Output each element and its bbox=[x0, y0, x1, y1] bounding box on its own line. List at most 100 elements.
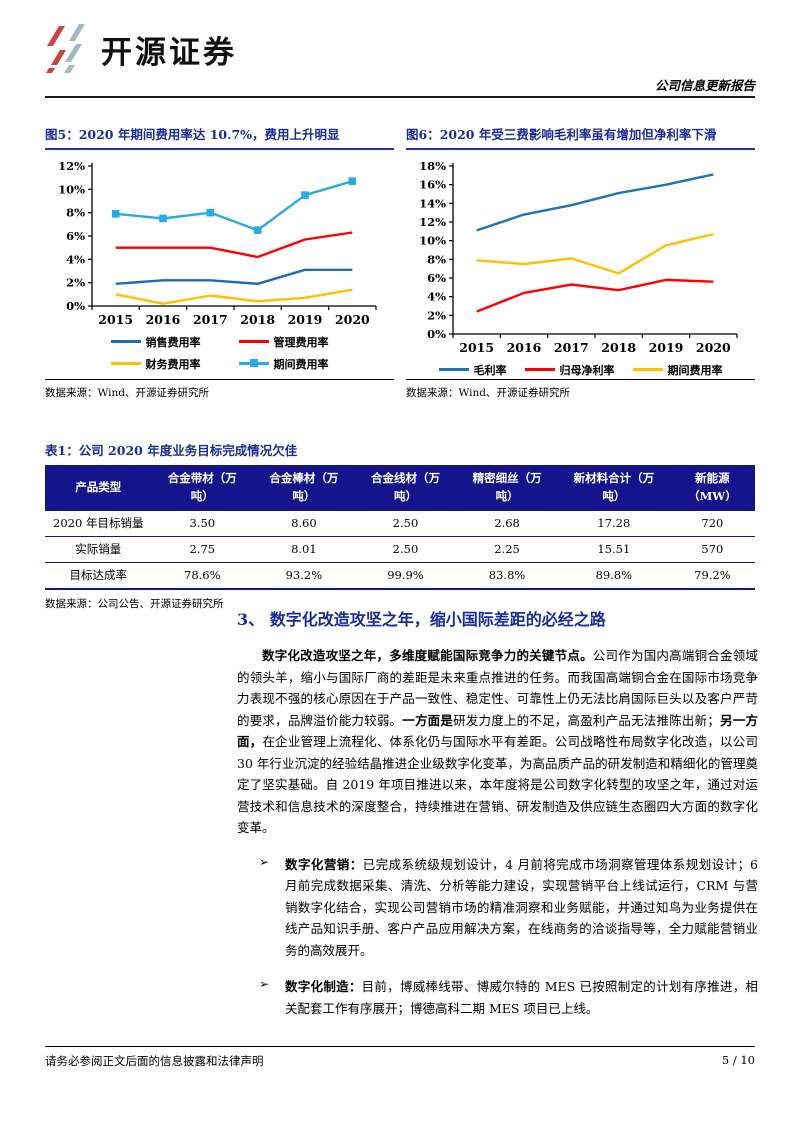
table-row: 目标达成率 78.6% 93.2% 99.9% 83.8% 89.8% 79.2% bbox=[45, 562, 755, 590]
legend-label: 归母净利率 bbox=[559, 363, 615, 377]
legend-item: 期间费用率 bbox=[632, 362, 723, 378]
x-tick-label: 2016 bbox=[145, 312, 180, 327]
table-cell: 2020 年目标销量 bbox=[45, 510, 152, 537]
series-marker bbox=[111, 209, 119, 218]
series-line bbox=[476, 232, 714, 275]
arrow-bullet-icon: ➢ bbox=[259, 854, 270, 869]
brand-name: 开源证券 bbox=[101, 34, 237, 70]
y-tick-label: 18% bbox=[419, 159, 446, 173]
table-cell: 83.8% bbox=[456, 562, 558, 590]
y-tick-label: 8% bbox=[66, 205, 85, 219]
legend-line-swatch bbox=[238, 340, 269, 343]
table-cell: 实际销量 bbox=[45, 536, 152, 563]
table-cell: 17.28 bbox=[557, 510, 670, 537]
figure-6-line-chart: 0% 2% 4% 6% 8% 10% 12% 14% 16% 18% 2015 2016 2017 201… bbox=[419, 159, 738, 355]
text-run: 在企业管理上流程化、体系化仍与国际水平有差距。公司战略性布局数字化改造，以公司 … bbox=[237, 734, 758, 835]
table-cell: 2.68 bbox=[456, 510, 558, 537]
table-header-cell: 合金带材（万吨） bbox=[151, 465, 254, 511]
bullet-digital-marketing: ➢ 数字化营销：已完成系统级规划设计，4 月前将完成市场洞察管理体系规划设计；6… bbox=[237, 854, 758, 962]
figure-5-source: 数据来源：Wind、开源证券研究所 bbox=[45, 379, 394, 400]
text-run: 数字化营销： bbox=[285, 856, 363, 872]
x-tick-label: 2020 bbox=[334, 312, 369, 327]
bullet-text: 数字化营销：已完成系统级规划设计，4 月前将完成市场洞察管理体系规划设计；6 月… bbox=[285, 854, 758, 962]
legend-item: 期间费用率 bbox=[238, 356, 329, 372]
table-header-cell: 新材料合计（万吨） bbox=[557, 465, 670, 511]
y-tick-label: 10% bbox=[419, 233, 446, 247]
table-row: 2020 年目标销量 3.50 8.60 2.50 2.68 17.28 720 bbox=[45, 510, 755, 537]
legend-label: 财务费用率 bbox=[145, 357, 201, 371]
table-header-cell: 新能源（MW） bbox=[669, 465, 755, 511]
figure-5-line-chart: 0% 2% 4% 6% 8% 10% 12% 2015 2016 2017 2018 2019 2020 bbox=[58, 159, 377, 327]
legend-item: 归母净利率 bbox=[524, 362, 615, 378]
legend-line-swatch bbox=[524, 368, 555, 371]
series-line bbox=[115, 268, 352, 285]
series-marker bbox=[348, 176, 356, 185]
table-cell: 8.60 bbox=[253, 510, 355, 537]
series-line bbox=[475, 172, 714, 232]
table-cell: 2.75 bbox=[151, 536, 254, 563]
table-cell: 720 bbox=[669, 510, 755, 537]
y-tick-label: 12% bbox=[419, 215, 446, 229]
x-tick-label: 2018 bbox=[240, 312, 275, 327]
page-footer: 请务必参阅正文后面的信息披露和法律声明 5 / 10 bbox=[45, 1046, 755, 1069]
y-tick-label: 2% bbox=[66, 275, 85, 289]
series-line bbox=[115, 179, 353, 231]
kaiyuan-logo-icon bbox=[46, 24, 85, 73]
x-tick-label: 2015 bbox=[98, 312, 133, 327]
y-tick-label: 8% bbox=[427, 252, 446, 266]
legend-item: 财务费用率 bbox=[110, 356, 201, 372]
footer-disclaimer: 请务必参阅正文后面的信息披露和法律声明 bbox=[45, 1054, 264, 1068]
text-run: 数字化制造： bbox=[285, 979, 362, 994]
table-1-title: 表1：公司 2020 年度业务目标完成情况欠佳 bbox=[45, 443, 298, 458]
x-tick-label: 2017 bbox=[192, 312, 227, 327]
table-cell: 89.8% bbox=[557, 562, 670, 590]
text-run: 数字化改造攻坚之年，多维度赋能国际竞争力的关键节点。 bbox=[262, 648, 593, 663]
table-head: 产品类型 合金带材（万吨） 合金棒材（万吨） 合金线材（万吨） 精密细丝（万吨） 新材料合… bbox=[45, 465, 755, 511]
table-cell: 2.50 bbox=[354, 510, 457, 537]
legend-item: 毛利率 bbox=[438, 362, 507, 378]
y-tick-label: 0% bbox=[427, 327, 446, 341]
legend-line-swatch bbox=[110, 340, 141, 343]
figure-6-legend: 毛利率 归母净利率 期间费用率 bbox=[406, 362, 755, 378]
y-tick-label: 4% bbox=[66, 252, 85, 266]
table-cell: 15.51 bbox=[557, 536, 670, 563]
x-tick-label: 2018 bbox=[601, 340, 636, 355]
legend-square-marker bbox=[249, 359, 258, 368]
legend-item: 销售费用率 bbox=[110, 334, 201, 350]
text-run: 公司作为国内高端铜合金领域的领头羊，缩小与国际厂商的差距是未来重点推进的任务。而… bbox=[237, 648, 758, 728]
legend-line-swatch bbox=[110, 362, 141, 365]
report-type-label: 公司信息更新报告 bbox=[654, 78, 755, 93]
series-line bbox=[475, 278, 713, 313]
table-cell: 2.50 bbox=[354, 536, 457, 563]
series-line bbox=[115, 230, 353, 258]
y-tick-label: 6% bbox=[66, 229, 85, 243]
x-tick-label: 2017 bbox=[553, 340, 588, 355]
section-heading: 3、 数字化改造攻坚之年，缩小国际差距的必经之路 bbox=[237, 610, 606, 629]
text-run: 目前，博威棒线带、博威尔特的 MES 已按照制定的计划有序推进，相关配套工作有序… bbox=[285, 979, 758, 1016]
figure-5-legend: 销售费用率 管理费用率 财务费用率 期间费用率 bbox=[45, 334, 394, 372]
legend-line-swatch bbox=[238, 359, 269, 368]
series-marker bbox=[253, 225, 261, 234]
section-paragraph: 数字化改造攻坚之年，多维度赋能国际竞争力的关键节点。公司作为国内高端铜合金领域的… bbox=[237, 645, 758, 839]
arrow-bullet-icon: ➢ bbox=[259, 977, 270, 991]
table-header-row: 产品类型 合金带材（万吨） 合金棒材（万吨） 合金线材（万吨） 精密细丝（万吨） 新材料合… bbox=[45, 465, 755, 511]
table-cell: 78.6% bbox=[151, 562, 254, 590]
table-header-cell: 合金棒材（万吨） bbox=[253, 465, 355, 511]
legend-line-swatch bbox=[438, 368, 469, 371]
table-cell: 93.2% bbox=[253, 562, 355, 590]
figure-6-source: 数据来源：Wind、开源证券研究所 bbox=[406, 379, 755, 400]
page-header: 开源证券 公司信息更新报告 bbox=[45, 24, 755, 94]
figures-row: 图5：2020 年期间费用率达 10.7%，费用上升明显 0% 2% 4% 6% 8% 1… bbox=[45, 126, 755, 400]
y-tick-label: 14% bbox=[419, 196, 446, 210]
table-body: 2020 年目标销量 3.50 8.60 2.50 2.68 17.28 720 实际销量 2.… bbox=[45, 510, 755, 590]
series-marker bbox=[158, 214, 167, 222]
figure-6-title: 图6：2020 年受三费影响毛利率虽有增加但净利率下滑 bbox=[406, 126, 755, 150]
text-run: 另一方面， bbox=[237, 712, 758, 750]
table-header-cell: 产品类型 bbox=[45, 465, 152, 511]
bullet-text: 数字化制造：目前，博威棒线带、博威尔特的 MES 已按照制定的计划有序推进，相关… bbox=[285, 976, 758, 1019]
y-tick-label: 10% bbox=[58, 182, 85, 196]
legend-label: 期间费用率 bbox=[273, 357, 329, 371]
text-run: 一方面是 bbox=[402, 712, 454, 728]
business-target-table: 产品类型 合金带材（万吨） 合金棒材（万吨） 合金线材（万吨） 精密细丝（万吨） 新材料合… bbox=[45, 465, 755, 590]
